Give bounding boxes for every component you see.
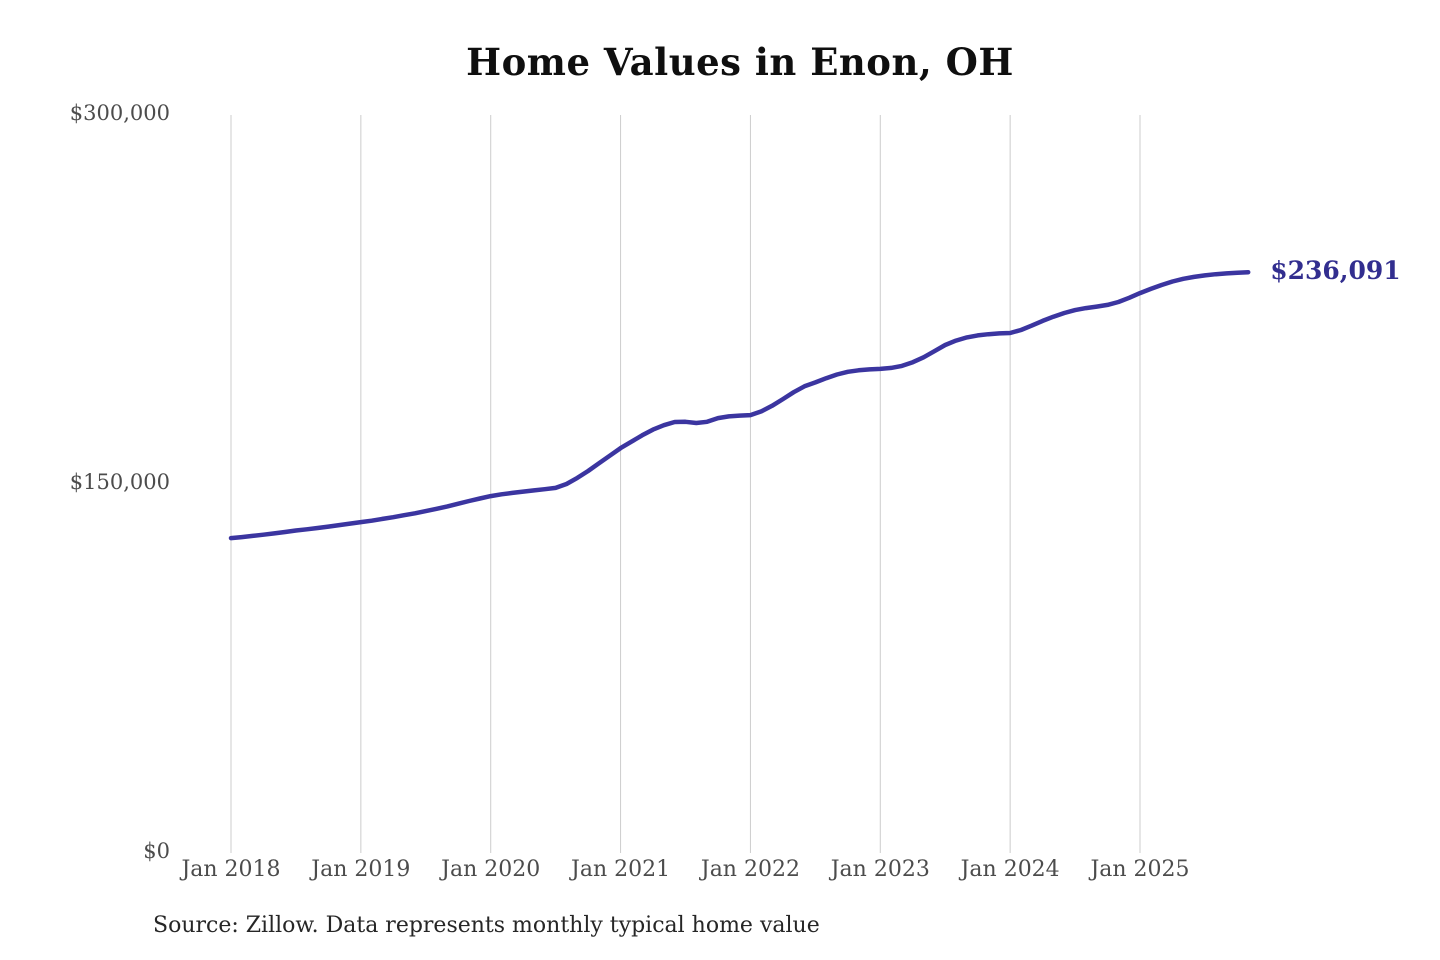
x-axis-tick-label: Jan 2024 (960, 857, 1060, 882)
x-axis-tick-label: Jan 2018 (181, 857, 281, 882)
y-axis-tick-label: $0 (143, 839, 170, 863)
chart-title: Home Values in Enon, OH (466, 40, 1014, 84)
y-axis-tick-label: $150,000 (69, 470, 170, 494)
y-axis-tick-label: $300,000 (69, 101, 170, 125)
x-axis-tick-label: Jan 2022 (700, 857, 800, 882)
x-axis-tick-label: Jan 2020 (441, 857, 541, 882)
x-axis-tick-label: Jan 2023 (830, 857, 930, 882)
x-axis-tick-label: Jan 2021 (571, 857, 671, 882)
home-value-line (228, 269, 1251, 541)
source-note: Source: Zillow. Data represents monthly … (153, 913, 820, 938)
x-axis-tick-label: Jan 2025 (1090, 857, 1190, 882)
end-value-label: $236,091 (1270, 256, 1401, 286)
x-axis-tick-label: Jan 2019 (311, 857, 411, 882)
